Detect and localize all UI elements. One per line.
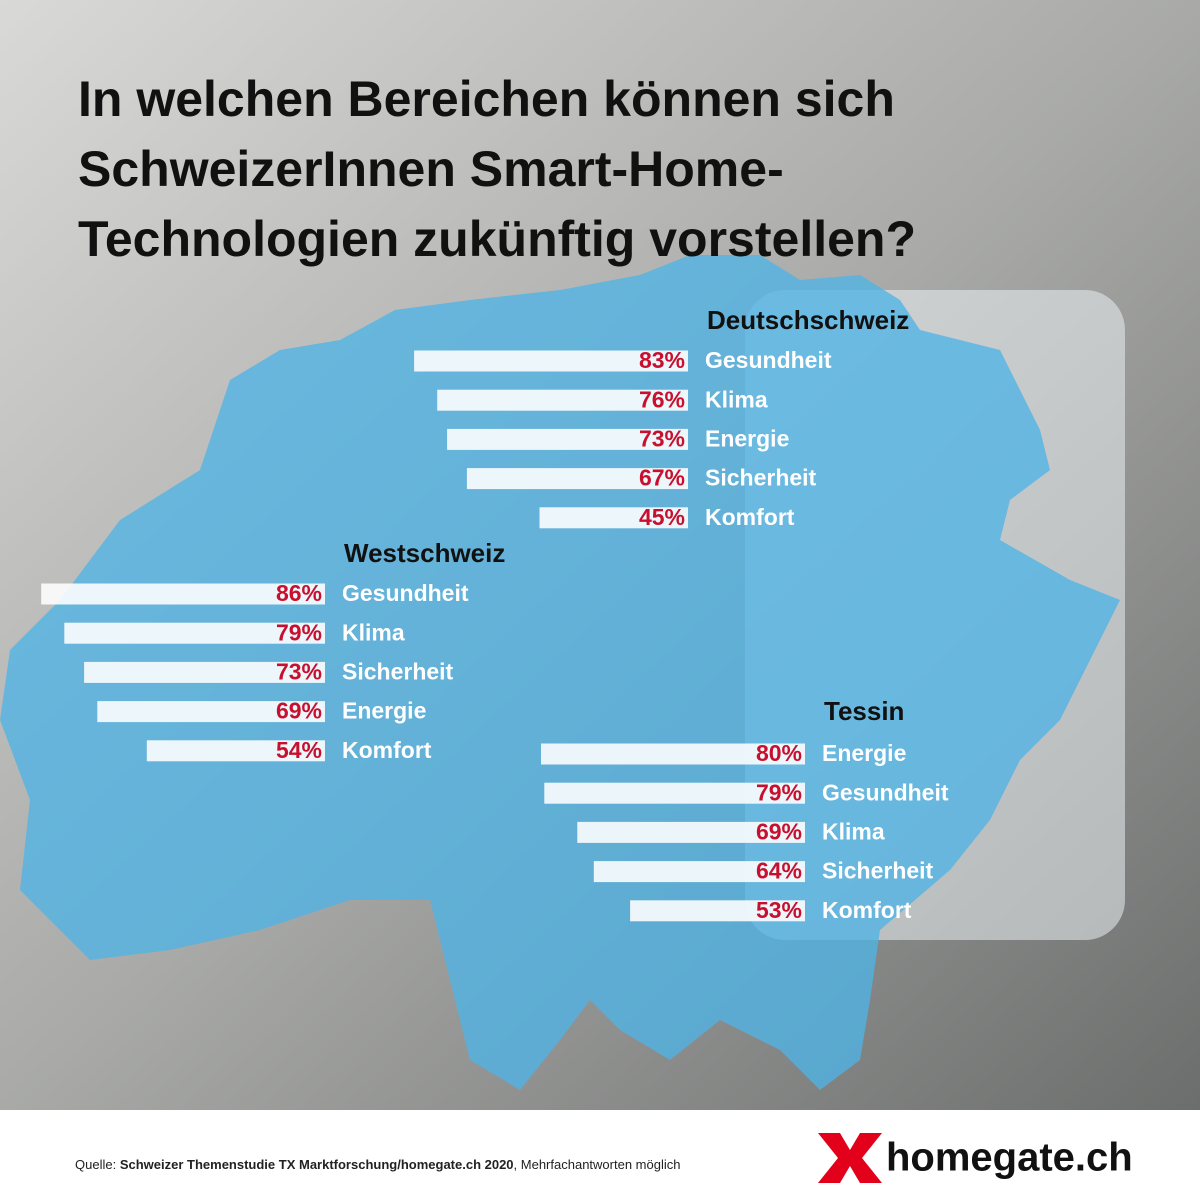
bar bbox=[64, 622, 326, 644]
category-label: Komfort bbox=[705, 504, 795, 530]
value-label: 54% bbox=[276, 737, 322, 763]
value-label: 73% bbox=[639, 425, 685, 451]
logo-mark bbox=[818, 1133, 882, 1183]
bar bbox=[146, 740, 325, 762]
value-label: 83% bbox=[639, 347, 685, 373]
bar bbox=[84, 661, 325, 683]
value-label: 53% bbox=[756, 897, 802, 923]
bar bbox=[447, 428, 688, 450]
value-label: 79% bbox=[276, 619, 322, 645]
value-label: 86% bbox=[276, 580, 322, 606]
category-label: Energie bbox=[342, 698, 426, 724]
chart-title: Westschweiz bbox=[344, 538, 505, 568]
category-label: Klima bbox=[705, 386, 768, 412]
bar bbox=[593, 861, 805, 883]
category-label: Sicherheit bbox=[342, 658, 454, 684]
value-label: 76% bbox=[639, 386, 685, 412]
bar bbox=[41, 583, 325, 605]
footer bbox=[0, 1110, 1200, 1200]
logo: homegate.ch bbox=[886, 1136, 1133, 1180]
category-label: Klima bbox=[822, 818, 885, 844]
category-label: Energie bbox=[822, 740, 906, 766]
value-label: 45% bbox=[639, 504, 685, 530]
bar bbox=[539, 507, 688, 529]
switzerland-map bbox=[0, 255, 1120, 1090]
value-label: 79% bbox=[756, 779, 802, 805]
bar bbox=[577, 821, 805, 843]
value-label: 69% bbox=[756, 818, 802, 844]
category-label: Gesundheit bbox=[342, 580, 469, 606]
source-name: Schweizer Themenstudie TX Marktforschung… bbox=[120, 1157, 514, 1172]
category-label: Komfort bbox=[822, 897, 912, 923]
title-line: Technologien zukünftig vorstellen? bbox=[78, 211, 916, 267]
value-label: 80% bbox=[756, 740, 802, 766]
bar bbox=[541, 743, 805, 765]
category-label: Komfort bbox=[342, 737, 432, 763]
source: Quelle: Schweizer Themenstudie TX Marktf… bbox=[75, 1157, 680, 1172]
value-label: 67% bbox=[639, 465, 685, 491]
bar bbox=[544, 782, 805, 804]
source-note: , Mehrfachantworten möglich bbox=[514, 1157, 681, 1172]
value-label: 73% bbox=[276, 658, 322, 684]
value-label: 64% bbox=[756, 858, 802, 884]
category-label: Energie bbox=[705, 425, 789, 451]
category-label: Gesundheit bbox=[705, 347, 832, 373]
bar bbox=[414, 350, 688, 372]
category-label: Sicherheit bbox=[705, 465, 817, 491]
bar bbox=[97, 701, 325, 723]
bar bbox=[437, 389, 688, 411]
chart-title: Deutschschweiz bbox=[707, 305, 909, 335]
category-label: Gesundheit bbox=[822, 779, 949, 805]
title-line: In welchen Bereichen können sich bbox=[78, 71, 895, 127]
source-prefix: Quelle: bbox=[75, 1157, 116, 1172]
bar bbox=[630, 900, 805, 922]
title-line: SchweizerInnen Smart-Home- bbox=[78, 141, 784, 197]
chart-title: Tessin bbox=[824, 696, 904, 726]
category-label: Sicherheit bbox=[822, 858, 934, 884]
category-label: Klima bbox=[342, 619, 405, 645]
value-label: 69% bbox=[276, 698, 322, 724]
bar bbox=[466, 468, 688, 490]
